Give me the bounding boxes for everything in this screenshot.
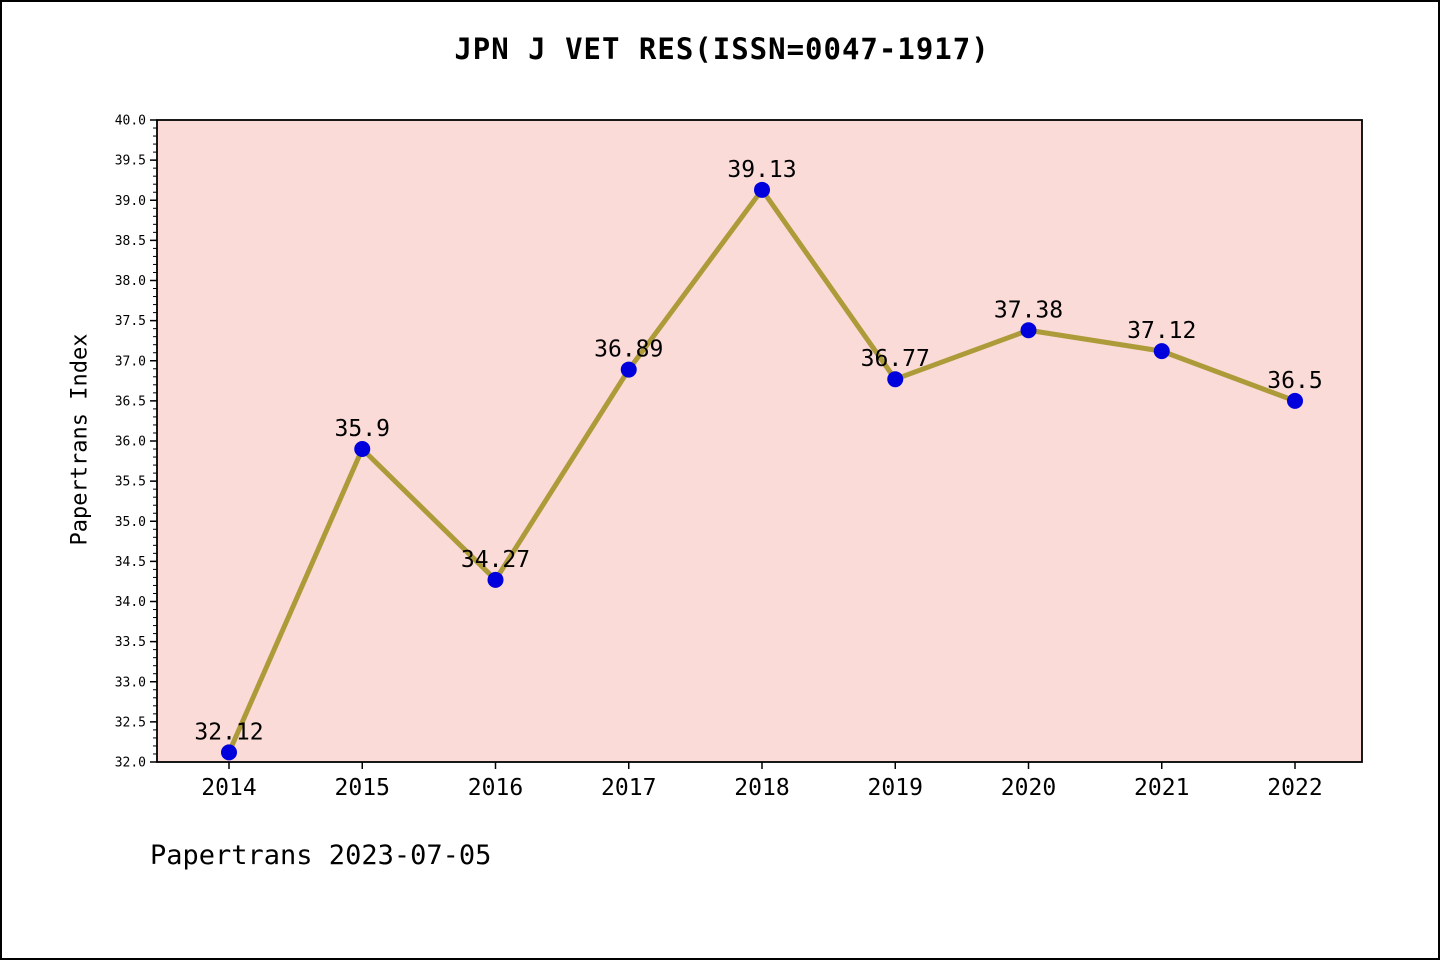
y-tick-label: 33.5: [115, 635, 146, 650]
data-point-label: 36.5: [1267, 368, 1322, 394]
data-point-marker: [1153, 343, 1170, 360]
data-point-label: 36.89: [594, 337, 663, 363]
data-point-marker: [754, 181, 770, 198]
y-tick-label: 32.5: [115, 715, 146, 730]
y-tick-label: 39.0: [115, 194, 146, 209]
x-tick-label: 2015: [335, 775, 390, 801]
data-point-marker: [354, 441, 371, 458]
y-tick-label: 37.0: [115, 354, 146, 369]
data-point-label: 36.77: [861, 346, 930, 372]
data-point-label: 32.12: [194, 719, 263, 745]
y-tick-label: 38.5: [115, 234, 146, 249]
data-point-marker: [221, 744, 237, 761]
x-axis-ticks: 2014 2015 2016 2017 2018 2019 2020 2021 2022: [201, 762, 1323, 801]
data-point-marker: [487, 571, 504, 588]
y-tick-label: 32.0: [115, 756, 146, 771]
y-tick-label: 36.0: [115, 435, 146, 450]
data-point-marker: [1287, 392, 1303, 409]
data-point-label: 37.12: [1127, 318, 1196, 344]
data-point-label: 34.27: [461, 547, 530, 573]
x-tick-label: 2017: [601, 775, 656, 801]
x-tick-label: 2022: [1267, 775, 1322, 801]
plot-border: [156, 119, 1363, 763]
y-tick-label: 35.5: [115, 475, 146, 490]
data-point-marker: [887, 371, 904, 388]
x-tick-label: 2021: [1134, 775, 1189, 801]
data-point-marker: [620, 361, 637, 378]
data-point-marker: [1020, 322, 1037, 339]
data-point-label: 35.9: [335, 416, 390, 442]
footer-watermark: Papertrans 2023-07-05: [150, 840, 492, 871]
data-points: 32.12 35.9 34.27 36.89 39.13 36.77 37.38 37.12 3…: [194, 157, 1323, 761]
y-tick-label: 38.0: [115, 274, 146, 289]
x-tick-label: 2014: [201, 775, 256, 801]
chart-title: JPN J VET RES(ISSN=0047-1917): [454, 32, 990, 66]
x-tick-label: 2016: [468, 775, 523, 801]
y-tick-label: 36.5: [115, 394, 146, 409]
data-point-label: 39.13: [727, 157, 796, 183]
x-tick-label: 2018: [734, 775, 789, 801]
y-tick-label: 39.5: [115, 154, 146, 169]
data-point-label: 37.38: [994, 297, 1063, 323]
x-tick-label: 2020: [1001, 775, 1056, 801]
plot-background: [157, 120, 1362, 762]
y-tick-label: 33.0: [115, 675, 146, 690]
y-axis-major-ticks: 32.0 32.5 33.0 33.5 34.0 34.5 35.0 35.5 36.0 36.5…: [115, 114, 157, 771]
y-tick-label: 40.0: [115, 114, 146, 129]
y-tick-label: 34.0: [115, 595, 146, 610]
y-tick-label: 34.5: [115, 555, 146, 570]
y-tick-label: 35.0: [115, 515, 146, 530]
x-tick-label: 2019: [868, 775, 923, 801]
y-tick-label: 37.5: [115, 314, 146, 329]
